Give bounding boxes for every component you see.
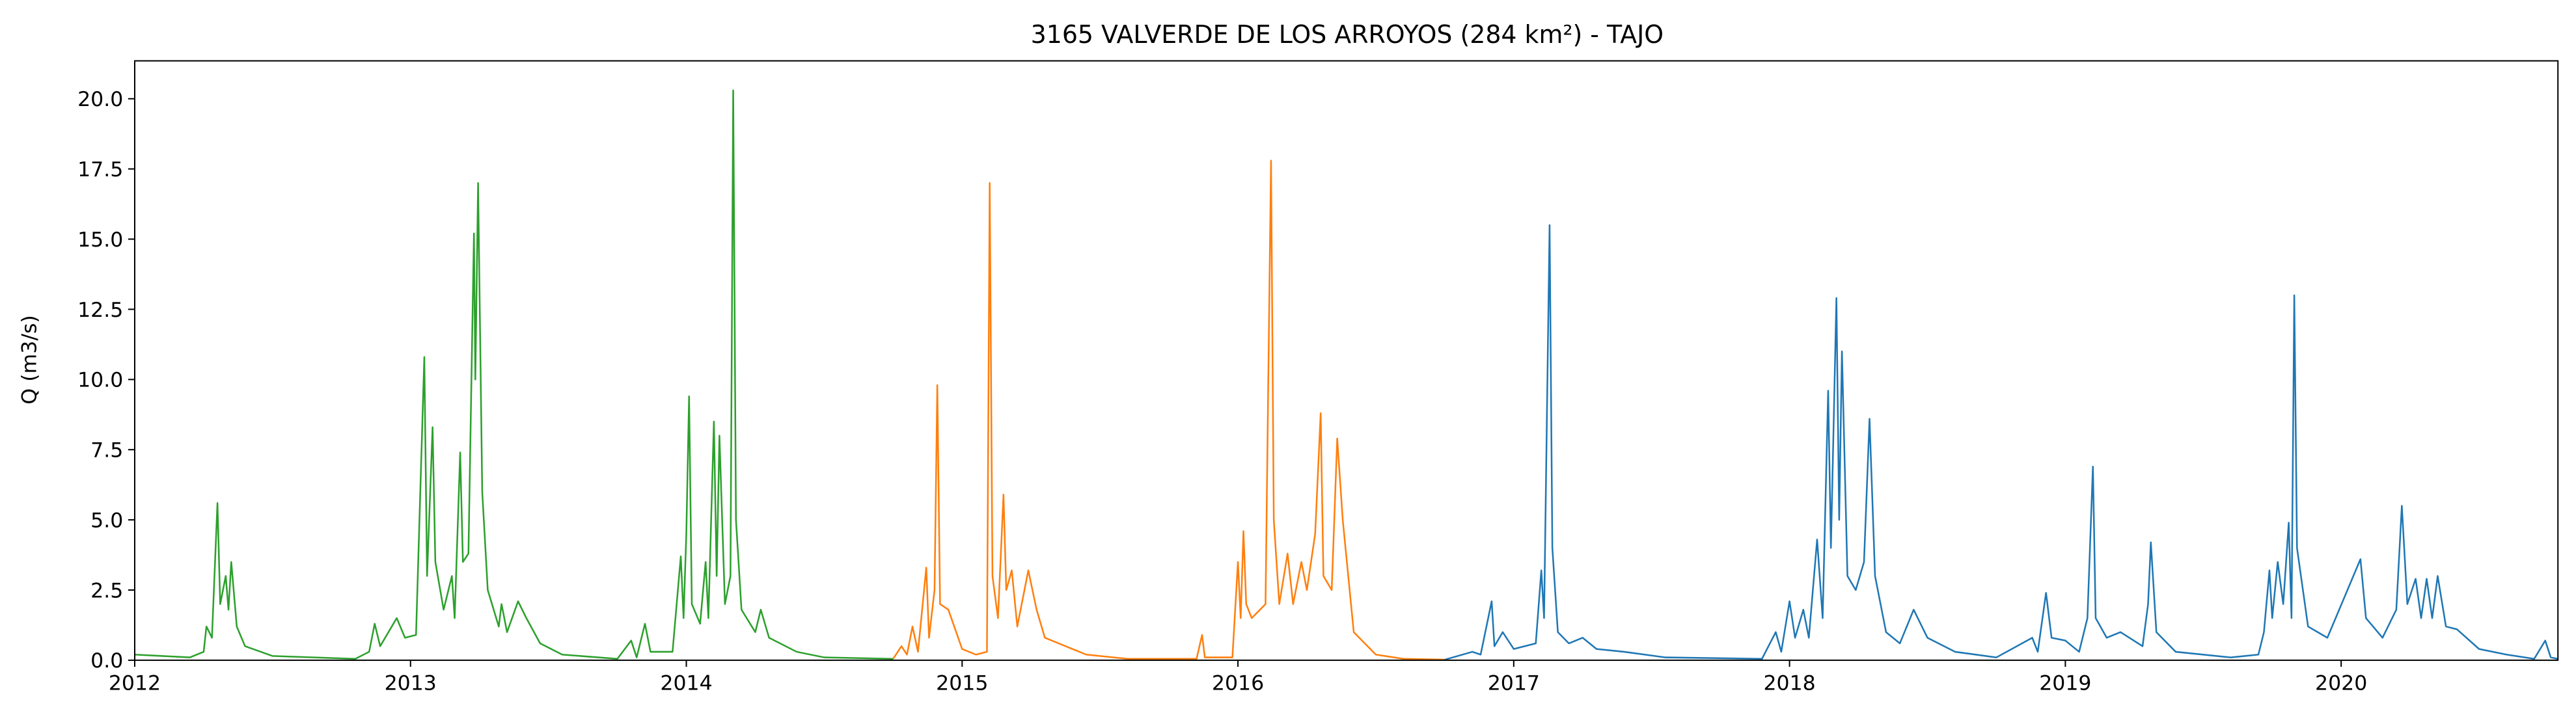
series-line <box>1444 224 2558 661</box>
series-line <box>892 159 1445 661</box>
y-tick-label: 17.5 <box>77 158 123 182</box>
y-tick-label: 20.0 <box>77 88 123 111</box>
y-tick-label: 2.5 <box>90 579 123 602</box>
x-tick-label: 2014 <box>660 671 712 695</box>
series-line <box>134 89 894 660</box>
x-tick-label: 2019 <box>2039 671 2091 695</box>
chart-title: 3165 VALVERDE DE LOS ARROYOS (284 km²) -… <box>1031 20 1664 49</box>
x-tick-label: 2012 <box>109 671 161 695</box>
plot-frame <box>133 60 2559 661</box>
y-tick-label: 12.5 <box>77 299 123 322</box>
x-tick-label: 2013 <box>385 671 437 695</box>
y-tick-label: 15.0 <box>77 228 123 252</box>
y-tick-label: 0.0 <box>90 649 123 673</box>
y-tick-label: 5.0 <box>90 509 123 532</box>
x-tick-label: 2018 <box>1763 671 1815 695</box>
x-tick-label: 2020 <box>2315 671 2367 695</box>
y-tick-label: 10.0 <box>77 369 123 392</box>
y-tick-label: 7.5 <box>90 439 123 463</box>
x-tick-label: 2015 <box>936 671 988 695</box>
x-tick-label: 2017 <box>1488 671 1540 695</box>
y-axis-label: Q (m3/s) <box>18 315 42 404</box>
x-tick-label: 2016 <box>1212 671 1264 695</box>
